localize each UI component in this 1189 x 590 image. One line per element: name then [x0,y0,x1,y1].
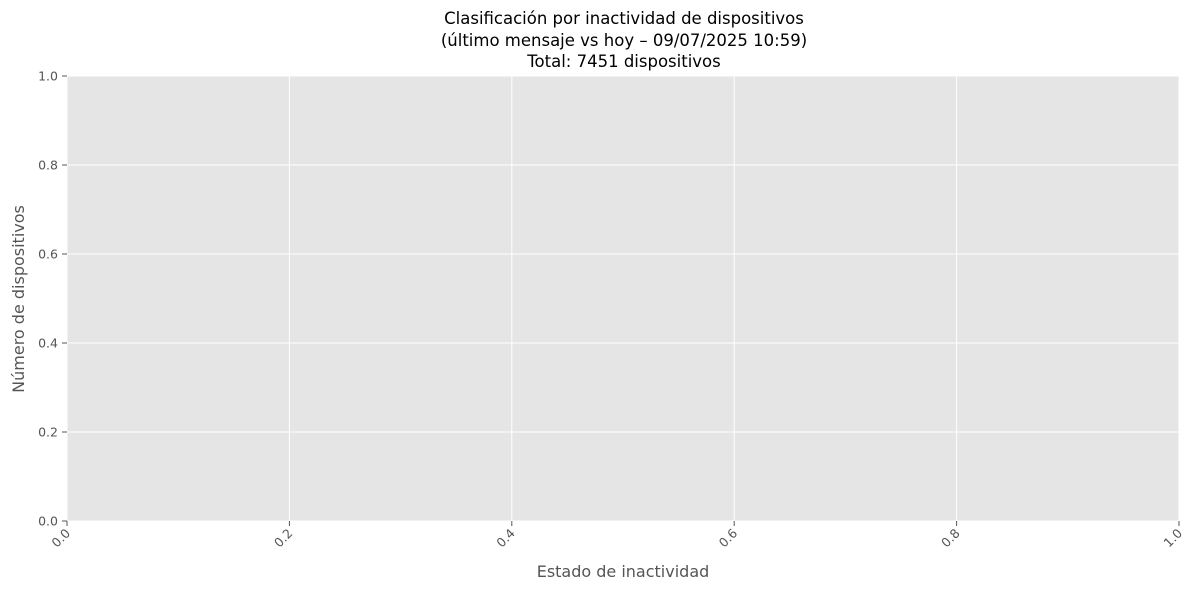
x-tick-label: 1.0 [1160,525,1185,550]
y-tick-label: 0.6 [38,247,58,262]
x-tick-label: 0.6 [716,525,741,550]
x-tick-label: 0.8 [938,525,963,550]
x-tick-label: 0.0 [48,525,73,550]
chart-title-line-2: (último mensaje vs hoy – 09/07/2025 10:5… [441,31,807,50]
x-tick-label: 0.4 [493,525,518,550]
x-axis-ticks: 0.0 0.2 0.4 0.6 0.8 1.0 [48,521,1185,550]
y-tick-label: 1.0 [38,69,58,84]
x-tick-label: 0.2 [271,526,296,551]
y-tick-label: 0.2 [38,425,58,440]
y-tick-label: 0.4 [38,336,58,351]
y-tick-label: 0.0 [38,514,58,529]
y-axis-label: Número de dispositivos [9,205,28,393]
x-axis-label: Estado de inactividad [537,562,710,581]
grid-lines [66,75,1180,522]
y-axis-ticks: 0.0 0.2 0.4 0.6 0.8 1.0 [38,69,67,529]
y-tick-label: 0.8 [38,158,58,173]
chart-title-line-1: Clasificación por inactividad de disposi… [444,9,804,28]
chart-title-line-3: Total: 7451 dispositivos [526,52,721,71]
plot-area [67,76,1179,521]
